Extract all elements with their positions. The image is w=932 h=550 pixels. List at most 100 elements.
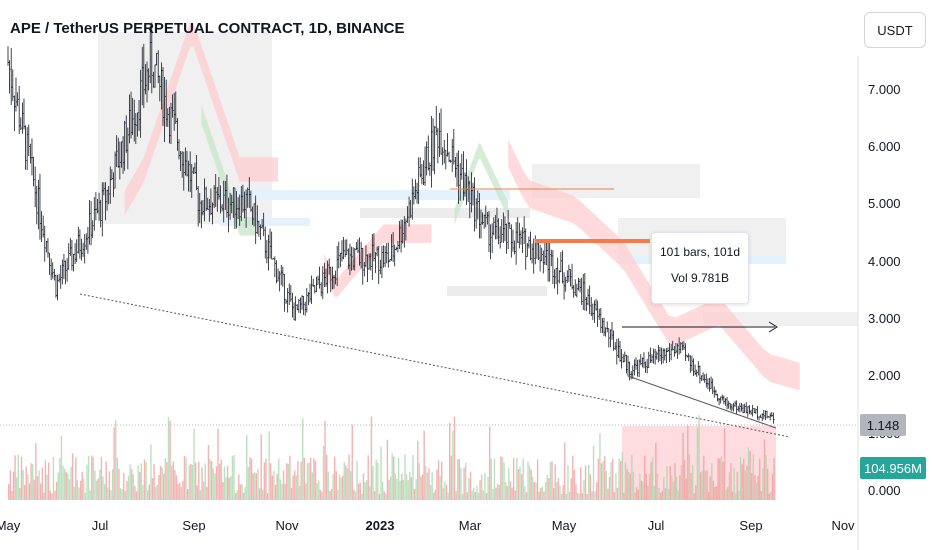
volume-bar [735, 493, 737, 500]
volume-bar [67, 473, 69, 500]
time-label-sep-2023: Sep [739, 518, 763, 533]
volume-bar [687, 425, 689, 500]
volume-bars [8, 414, 775, 500]
volume-bar [95, 480, 98, 500]
volume-bar [270, 463, 272, 500]
volume-bar [380, 446, 382, 500]
volume-bar [147, 490, 149, 500]
volume-bar [23, 485, 26, 500]
volume-bar [715, 486, 718, 500]
volume-bar [754, 474, 756, 500]
volume-bar [159, 465, 162, 500]
volume-bar [565, 493, 568, 500]
volume-bar [514, 490, 516, 500]
volume-bar [265, 458, 267, 500]
volume-bar [169, 420, 171, 500]
volume-bar [199, 490, 202, 500]
volume-bar [426, 472, 429, 500]
volume-bar [28, 483, 31, 500]
volume-bar [532, 476, 534, 500]
volume-bar [278, 458, 280, 500]
volume-bar [616, 487, 619, 500]
volume-bar [222, 482, 224, 500]
volume-bar [439, 475, 441, 500]
volume-bar [247, 467, 250, 500]
volume-bar [691, 464, 694, 500]
trendline-short[interactable] [627, 375, 777, 429]
volume-bar [295, 475, 298, 500]
volume-bar [498, 485, 500, 500]
volume-bar [348, 454, 350, 500]
volume-bar [214, 473, 216, 500]
volume-bar [190, 463, 192, 500]
time-label-nov-2023: Nov [831, 518, 855, 533]
volume-bar [605, 470, 608, 500]
volume-bar [666, 465, 668, 500]
volume-bar [274, 484, 277, 500]
volume-bar [661, 490, 663, 500]
volume-bar [773, 458, 775, 500]
volume-bar [155, 486, 157, 500]
volume-bar [731, 491, 734, 500]
volume-bar [519, 466, 521, 500]
volume-bar [445, 484, 448, 500]
volume-bar [423, 430, 425, 500]
volume-bar [332, 474, 334, 500]
volume-bar [313, 458, 315, 500]
volume-bar [669, 466, 671, 500]
volume-bar [747, 447, 750, 500]
volume-bar [591, 491, 593, 500]
volume-bar [441, 461, 443, 500]
volume-bar [51, 493, 53, 500]
volume-bar [461, 493, 464, 500]
volume-bar [140, 463, 143, 500]
volume-bar [763, 439, 766, 500]
volume-bar [162, 473, 165, 500]
volume-bar [317, 480, 320, 500]
volume-bar [759, 458, 761, 500]
volume-bar [615, 473, 617, 500]
volume-bar [688, 453, 691, 500]
volume-bar [234, 493, 237, 500]
volume-bar [554, 464, 556, 500]
volume-bar [30, 463, 32, 500]
volume-bar [100, 457, 103, 500]
volume-bar [538, 491, 540, 500]
volume-bar [87, 456, 90, 500]
volume-bar [305, 483, 307, 500]
volume-bar [503, 462, 505, 500]
cloud-band [508, 139, 800, 391]
trendline-long[interactable] [79, 293, 791, 438]
volume-bar [564, 442, 566, 500]
volume-bar [202, 481, 205, 500]
volume-bar [429, 484, 432, 500]
volume-bar [431, 472, 433, 500]
volume-bar [273, 470, 275, 500]
currency-button[interactable]: USDT [864, 12, 926, 48]
volume-bar [469, 471, 472, 500]
volume-bar [294, 470, 296, 500]
volume-bar [281, 483, 283, 500]
volume-bar [217, 428, 219, 500]
volume-bar [744, 470, 747, 500]
volume-bar [647, 485, 649, 500]
volume-bar [762, 468, 764, 500]
volume-bar [743, 458, 745, 500]
volume-bar [372, 466, 374, 500]
volume-bar [201, 467, 203, 500]
volume-bar [560, 493, 563, 500]
volume-bar [311, 472, 314, 500]
volume-bar [413, 489, 416, 500]
volume-bar [410, 477, 413, 500]
volume-bar [119, 488, 122, 500]
volume-bar [244, 486, 246, 500]
volume-bar [373, 491, 376, 500]
volume-bar [458, 459, 461, 500]
volume-bar [677, 490, 679, 500]
volume-bar [362, 473, 365, 500]
volume-bar [9, 470, 11, 500]
volume-bar [46, 474, 48, 500]
time-label-sep-2022: Sep [182, 518, 206, 533]
volume-bar [771, 473, 774, 500]
